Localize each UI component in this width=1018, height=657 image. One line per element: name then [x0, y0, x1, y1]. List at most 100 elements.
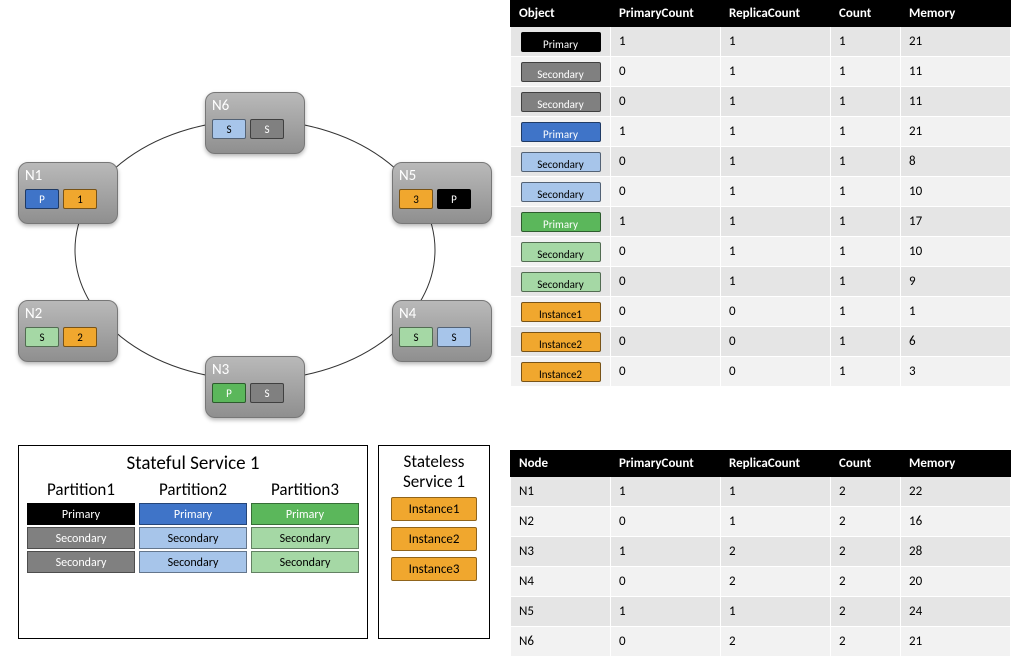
table-cell: 1: [831, 147, 901, 177]
table-cell: 1: [721, 177, 831, 207]
table-cell: 6: [901, 327, 1011, 357]
table-cell: 1: [831, 357, 901, 387]
table-cell: 21: [901, 27, 1011, 57]
table-cell: 22: [901, 477, 1011, 507]
partition-partition1: Partition1PrimarySecondarySecondary: [27, 479, 135, 575]
table-cell: 1: [721, 237, 831, 267]
table-cell: 2: [831, 627, 901, 657]
node-n3: N3PS: [205, 356, 305, 418]
object-chip: Instance2: [521, 332, 601, 352]
chip-p: P: [25, 189, 59, 209]
col-memory: Memory: [901, 1, 1011, 27]
table-cell: 0: [611, 507, 721, 537]
table-cell: 1: [831, 57, 901, 87]
chip-p: P: [437, 189, 471, 209]
table-cell: 1: [721, 147, 831, 177]
table-cell: 2: [831, 537, 901, 567]
stateless-title: Stateless Service 1: [379, 446, 489, 497]
table-cell: N5: [511, 597, 611, 627]
object-chip: Secondary: [521, 152, 601, 172]
node-n1: N1 P1: [18, 162, 118, 224]
object-chip: Primary: [521, 212, 601, 232]
table-cell: 1: [721, 267, 831, 297]
table-cell: 1: [721, 117, 831, 147]
table-row: N511224: [511, 597, 1011, 627]
stateless-service-panel: Stateless Service 1 Instance1Instance2In…: [378, 445, 490, 639]
col-replicacount: ReplicaCount: [721, 451, 831, 477]
table-cell: 3: [901, 357, 1011, 387]
replica-secondary: Secondary: [251, 551, 359, 573]
table-cell: 1: [721, 27, 831, 57]
col-object: Object: [511, 1, 611, 27]
table-cell: 28: [901, 537, 1011, 567]
table-cell: 1: [831, 267, 901, 297]
chip-s: S: [212, 119, 246, 139]
table-cell: 20: [901, 567, 1011, 597]
table-cell: 11: [901, 87, 1011, 117]
chip-s: S: [399, 327, 433, 347]
chip-p: P: [212, 383, 246, 403]
chip-s: S: [437, 327, 471, 347]
table-cell: 8: [901, 147, 1011, 177]
table-cell: 1: [831, 177, 901, 207]
chip-s: S: [250, 383, 284, 403]
object-chip: Secondary: [521, 92, 601, 112]
table-cell: 0: [611, 237, 721, 267]
table-row: Primary11121: [511, 117, 1011, 147]
table-cell: 1: [721, 57, 831, 87]
table-cell: 2: [831, 507, 901, 537]
table-cell: 16: [901, 507, 1011, 537]
col-node: Node: [511, 451, 611, 477]
table-cell: 1: [721, 207, 831, 237]
table-cell: 1: [611, 597, 721, 627]
object-chip: Primary: [521, 32, 601, 52]
table-cell: 1: [831, 87, 901, 117]
table-cell: 1: [721, 507, 831, 537]
object-chip: Secondary: [521, 242, 601, 262]
table-cell: 1: [831, 327, 901, 357]
table-cell: 0: [611, 177, 721, 207]
table-row: N402220: [511, 567, 1011, 597]
object-chip: Secondary: [521, 62, 601, 82]
table-row: Instance20016: [511, 327, 1011, 357]
table-cell: 2: [721, 537, 831, 567]
table-cell: 21: [901, 627, 1011, 657]
object-table: ObjectPrimaryCountReplicaCountCountMemor…: [510, 0, 1011, 387]
node-label: N6: [212, 97, 298, 115]
table-cell: 10: [901, 177, 1011, 207]
table-row: N602221: [511, 627, 1011, 657]
table-cell: 0: [721, 357, 831, 387]
col-count: Count: [831, 1, 901, 27]
node-n4: N4 SS: [392, 300, 492, 362]
table-cell: 0: [611, 297, 721, 327]
table-row: Secondary01110: [511, 177, 1011, 207]
table-cell: 0: [611, 567, 721, 597]
node-n5: N53P: [392, 162, 492, 224]
table-cell: 0: [611, 57, 721, 87]
chip-1: 1: [63, 189, 97, 209]
replica-secondary: Secondary: [27, 527, 135, 549]
table-row: Primary11117: [511, 207, 1011, 237]
col-primarycount: PrimaryCount: [611, 451, 721, 477]
object-chip: Instance2: [521, 362, 601, 382]
replica-primary: Primary: [27, 503, 135, 525]
replica-primary: Primary: [251, 503, 359, 525]
table-row: N201216: [511, 507, 1011, 537]
table-row: N111222: [511, 477, 1011, 507]
col-replicacount: ReplicaCount: [721, 1, 831, 27]
node-label: N1: [25, 167, 111, 185]
object-chip: Primary: [521, 122, 601, 142]
table-cell: 0: [611, 627, 721, 657]
chip-s: S: [25, 327, 59, 347]
stateful-title: Stateful Service 1: [19, 446, 367, 479]
table-cell: 2: [721, 567, 831, 597]
node-label: N4: [399, 305, 485, 323]
object-chip: Instance1: [521, 302, 601, 322]
table-cell: 0: [611, 357, 721, 387]
table-row: Instance20013: [511, 357, 1011, 387]
replica-secondary: Secondary: [139, 551, 247, 573]
instance-instance3: Instance3: [391, 557, 477, 581]
stateful-service-panel: Stateful Service 1 Partition1PrimarySeco…: [18, 445, 368, 639]
object-chip: Secondary: [521, 272, 601, 292]
table-cell: 11: [901, 57, 1011, 87]
